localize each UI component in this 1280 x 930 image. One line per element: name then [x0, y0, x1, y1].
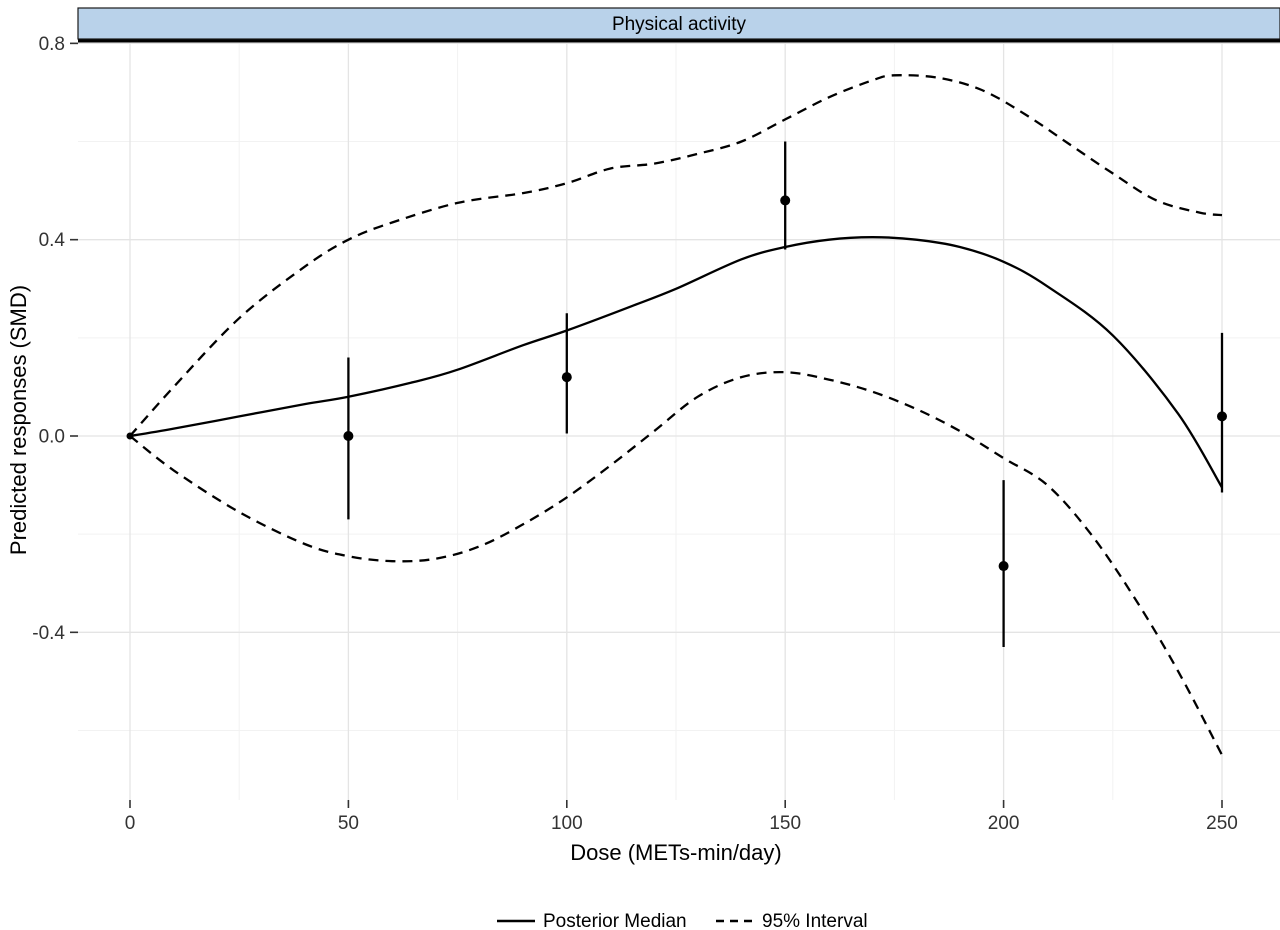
point-estimate [343, 431, 354, 441]
facet-strip: Physical activity [77, 7, 1280, 43]
point-estimate [998, 561, 1009, 572]
legend-item-95-interval: 95% Interval [716, 911, 868, 930]
point-estimate [126, 432, 134, 440]
y-tick-label: 0.8 [39, 34, 65, 55]
curve-95-interval-upper [129, 74, 1223, 437]
point-estimate [561, 372, 572, 383]
y-tick-label: 0.0 [39, 427, 65, 448]
curves [129, 74, 1224, 756]
x-tick-label: 0 [125, 813, 136, 834]
x-axis: 0 50 100 150 200 250 [125, 800, 1238, 834]
legend-label-95-interval: 95% Interval [762, 911, 868, 930]
x-tick-label: 200 [988, 813, 1020, 834]
curve-95-interval-lower [129, 370, 1224, 756]
x-axis-title: Dose (METs-min/day) [570, 840, 781, 865]
point-estimate [1217, 411, 1227, 422]
facet-strip-background [77, 7, 1280, 40]
x-tick-label: 250 [1206, 813, 1238, 834]
point-estimate [780, 195, 791, 206]
legend-item-posterior-median: Posterior Median [497, 911, 687, 930]
y-tick-label: -0.4 [32, 623, 65, 644]
x-tick-label: 50 [338, 813, 359, 834]
y-axis: -0.4 0.0 0.4 0.8 [32, 34, 78, 644]
y-tick-label: 0.4 [39, 230, 66, 251]
y-axis-title: Predicted responses (SMD) [6, 285, 31, 555]
curve-posterior-median [129, 236, 1223, 489]
x-tick-label: 150 [769, 813, 801, 834]
legend-label-posterior-median: Posterior Median [543, 911, 687, 930]
gridlines [78, 40, 1280, 800]
x-tick-label: 100 [551, 813, 583, 834]
strip-title: Physical activity [612, 14, 747, 35]
legend: Posterior Median 95% Interval [497, 911, 868, 930]
data-points [126, 141, 1227, 648]
